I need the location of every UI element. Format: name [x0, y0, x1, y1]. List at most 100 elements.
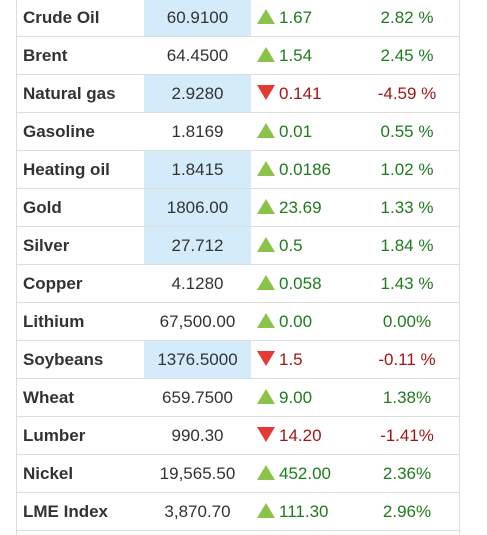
arrow-up-icon	[257, 236, 275, 252]
commodity-change: 0.5	[251, 226, 354, 265]
commodity-change-value: 9.00	[279, 387, 313, 407]
commodity-change: 452.00	[251, 454, 354, 493]
commodity-row[interactable]: LME Index 3,870.70 111.30 2.96%	[17, 492, 460, 531]
arrow-up-icon	[257, 122, 275, 138]
commodity-price: 1.8169	[144, 112, 251, 151]
commodity-price: 659.7500	[144, 378, 251, 417]
commodity-change: 1.67	[251, 0, 354, 37]
arrow-up-icon	[257, 312, 275, 328]
commodity-name[interactable]: Lithium	[17, 302, 144, 341]
commodity-change-value: 1.67	[279, 8, 313, 27]
commodity-percent-change: 1.43 %	[354, 264, 460, 303]
commodity-change-value: 23.69	[279, 197, 322, 217]
arrow-up-icon	[257, 9, 275, 25]
arrow-up-icon	[257, 464, 275, 480]
commodity-row[interactable]: Wheat 659.7500 9.00 1.38%	[17, 378, 460, 417]
commodity-change-value: 0.01	[279, 121, 313, 141]
commodity-percent-change: 1.84 %	[354, 226, 460, 265]
commodity-change-value: 1.5	[279, 349, 303, 369]
arrow-up-icon	[257, 46, 275, 62]
commodity-name[interactable]: Gold	[17, 188, 144, 227]
commodity-percent-change: 0.55 %	[354, 112, 460, 151]
commodities-table: Crude Oil 60.9100 1.67 2.82 % Brent 64.4500 1.…	[17, 0, 460, 531]
commodity-price: 2.9280	[144, 74, 251, 113]
arrow-up-icon	[257, 502, 275, 518]
arrow-down-icon	[257, 84, 275, 100]
commodity-name[interactable]: Crude Oil	[17, 0, 144, 37]
commodity-row[interactable]: Silver 27.712 0.5 1.84 %	[17, 226, 460, 265]
commodity-name[interactable]: Brent	[17, 36, 144, 75]
arrow-down-icon	[257, 426, 275, 442]
commodity-row[interactable]: Copper 4.1280 0.058 1.43 %	[17, 264, 460, 303]
commodity-row[interactable]: Nickel 19,565.50 452.00 2.36%	[17, 454, 460, 493]
commodity-price: 67,500.00	[144, 302, 251, 341]
arrow-up-icon	[257, 274, 275, 290]
commodity-percent-change: 2.96%	[354, 492, 460, 531]
commodity-name[interactable]: Silver	[17, 226, 144, 265]
commodity-price: 990.30	[144, 416, 251, 455]
arrow-up-icon	[257, 160, 275, 176]
commodity-percent-change: 1.38%	[354, 378, 460, 417]
commodity-change: 1.5	[251, 340, 354, 379]
commodity-percent-change: 1.02 %	[354, 150, 460, 189]
commodity-change-value: 111.30	[279, 501, 329, 521]
commodity-name[interactable]: LME Index	[17, 492, 144, 531]
commodity-name[interactable]: Lumber	[17, 416, 144, 455]
commodity-name[interactable]: Nickel	[17, 454, 144, 493]
commodity-name[interactable]: Soybeans	[17, 340, 144, 379]
commodity-percent-change: -4.59 %	[354, 74, 460, 113]
commodity-name[interactable]: Wheat	[17, 378, 144, 417]
commodity-change-value: 0.141	[279, 83, 322, 103]
commodity-change: 0.141	[251, 74, 354, 113]
commodity-price: 4.1280	[144, 264, 251, 303]
commodity-percent-change: 2.36%	[354, 454, 460, 493]
commodity-change-value: 0.5	[279, 235, 303, 255]
commodity-price: 1806.00	[144, 188, 251, 227]
commodity-change: 0.00	[251, 302, 354, 341]
commodity-change-value: 14.20	[279, 425, 322, 445]
commodity-price: 19,565.50	[144, 454, 251, 493]
commodity-row[interactable]: Crude Oil 60.9100 1.67 2.82 %	[17, 0, 460, 37]
commodity-price: 60.9100	[144, 0, 251, 37]
commodity-row[interactable]: Soybeans 1376.5000 1.5 -0.11 %	[17, 340, 460, 379]
commodity-change-value: 0.00	[279, 311, 313, 331]
commodity-name[interactable]: Natural gas	[17, 74, 144, 113]
commodity-price: 27.712	[144, 226, 251, 265]
commodity-name[interactable]: Copper	[17, 264, 144, 303]
commodities-panel: Crude Oil 60.9100 1.67 2.82 % Brent 64.4500 1.…	[16, 0, 460, 535]
arrow-up-icon	[257, 198, 275, 214]
commodity-row[interactable]: Gasoline 1.8169 0.01 0.55 %	[17, 112, 460, 151]
commodity-change-value: 0.058	[279, 273, 322, 293]
arrow-down-icon	[257, 350, 275, 366]
commodity-percent-change: -0.11 %	[354, 340, 460, 379]
commodity-percent-change: -1.41%	[354, 416, 460, 455]
commodity-percent-change: 1.33 %	[354, 188, 460, 227]
commodity-row[interactable]: Lumber 990.30 14.20 -1.41%	[17, 416, 460, 455]
commodity-change: 0.058	[251, 264, 354, 303]
commodity-price: 1.8415	[144, 150, 251, 189]
commodity-row[interactable]: Natural gas 2.9280 0.141 -4.59 %	[17, 74, 460, 113]
commodity-row[interactable]: Heating oil 1.8415 0.0186 1.02 %	[17, 150, 460, 189]
commodity-change-value: 452.00	[279, 463, 331, 483]
commodity-change-value: 1.54	[279, 45, 313, 65]
commodity-row[interactable]: Brent 64.4500 1.54 2.45 %	[17, 36, 460, 75]
commodity-change: 14.20	[251, 416, 354, 455]
commodity-change: 1.54	[251, 36, 354, 75]
commodity-price: 64.4500	[144, 36, 251, 75]
commodity-change: 111.30	[251, 492, 354, 531]
commodity-percent-change: 2.82 %	[354, 0, 460, 37]
commodity-row[interactable]: Gold 1806.00 23.69 1.33 %	[17, 188, 460, 227]
commodity-name[interactable]: Gasoline	[17, 112, 144, 151]
commodity-change: 9.00	[251, 378, 354, 417]
commodity-change-value: 0.0186	[279, 159, 331, 179]
commodity-row[interactable]: Lithium 67,500.00 0.00 0.00%	[17, 302, 460, 341]
commodity-change: 0.0186	[251, 150, 354, 189]
commodities-table-body: Crude Oil 60.9100 1.67 2.82 % Brent 64.4500 1.…	[17, 0, 460, 531]
commodity-name[interactable]: Heating oil	[17, 150, 144, 189]
commodity-price: 1376.5000	[144, 340, 251, 379]
commodity-percent-change: 0.00%	[354, 302, 460, 341]
commodity-change: 0.01	[251, 112, 354, 151]
commodity-percent-change: 2.45 %	[354, 36, 460, 75]
commodity-price: 3,870.70	[144, 492, 251, 531]
commodity-change: 23.69	[251, 188, 354, 227]
